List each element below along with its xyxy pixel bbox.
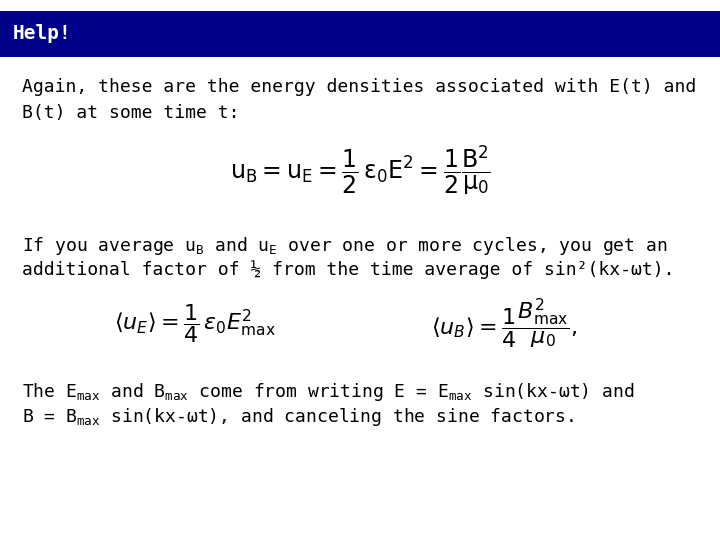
Text: B(t) at some time t:: B(t) at some time t: (22, 104, 239, 122)
Text: additional factor of ½ from the time average of sin²(kx-ωt).: additional factor of ½ from the time ave… (22, 260, 674, 279)
Text: Again, these are the energy densities associated with E(t) and: Again, these are the energy densities as… (22, 78, 696, 96)
FancyBboxPatch shape (0, 11, 720, 57)
Text: B = B$_\mathregular{max}$ sin(kx-ωt), and canceling the sine factors.: B = B$_\mathregular{max}$ sin(kx-ωt), an… (22, 406, 574, 428)
Text: $\mathsf{u_B = u_E = \dfrac{1}{2}\,\varepsilon_0 E^2 = \dfrac{1}{2}\dfrac{B^2}{\: $\mathsf{u_B = u_E = \dfrac{1}{2}\,\vare… (230, 143, 490, 197)
Text: The E$_\mathregular{max}$ and B$_\mathregular{max}$ come from writing E = E$_\ma: The E$_\mathregular{max}$ and B$_\mathre… (22, 381, 634, 403)
Text: $\langle u_B \rangle = \dfrac{1}{4}\dfrac{B_{\mathrm{max}}^2}{\mu_0},$: $\langle u_B \rangle = \dfrac{1}{4}\dfra… (431, 297, 577, 351)
Text: If you average u$_\mathregular{B}$ and u$_\mathregular{E}$ over one or more cycl: If you average u$_\mathregular{B}$ and u… (22, 235, 667, 257)
Text: Help!: Help! (13, 24, 72, 43)
Text: $\langle u_E \rangle = \dfrac{1}{4}\,\varepsilon_0 E_{\mathrm{max}}^2$: $\langle u_E \rangle = \dfrac{1}{4}\,\va… (114, 302, 275, 346)
